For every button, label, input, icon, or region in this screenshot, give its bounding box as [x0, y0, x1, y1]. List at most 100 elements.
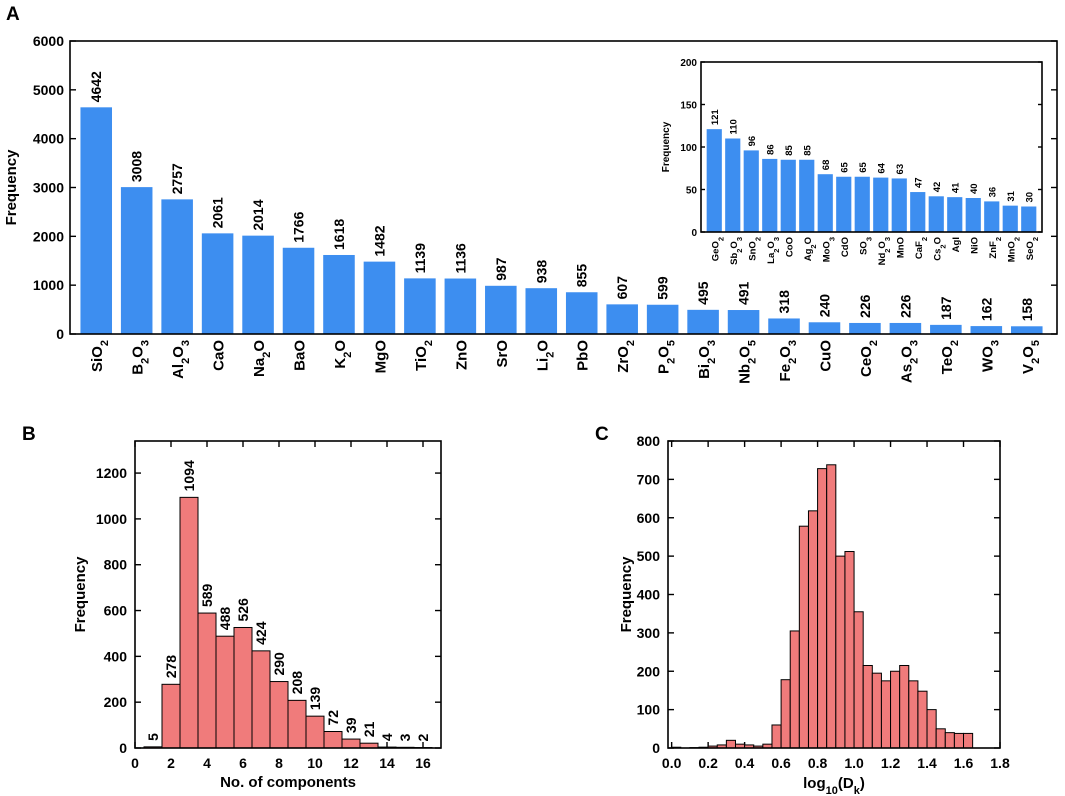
category-label: B2O3 [130, 340, 152, 375]
x-tick-label: 14 [379, 755, 395, 771]
inset-data-label: 63 [895, 164, 906, 175]
bar [282, 247, 315, 334]
bar [363, 261, 396, 334]
category-label: Fe2O3 [777, 340, 799, 381]
data-label: 2061 [210, 197, 226, 228]
inset-category-label: AgI [951, 237, 962, 252]
category-label: CuO [817, 340, 834, 372]
inset-data-label: 65 [858, 161, 869, 172]
x-tick-label: 1.2 [881, 755, 901, 771]
category-label: CeO2 [858, 340, 880, 377]
inset-category-label: Sb2O3 [729, 237, 744, 265]
histogram-bar [880, 680, 892, 749]
chart-b: 0 200 400 600 800 1000 1200 0 2 4 6 8 10 12 14 16 No. of… [72, 440, 442, 791]
chart-a-inset: 0 50 100 150 200 Frequency 121 GeO2 110 Sb2O3 96 Sn… [661, 58, 1043, 265]
inset-bar [873, 177, 889, 232]
bar [215, 635, 235, 749]
inset-category-label: NiO [969, 237, 980, 254]
category-label: BaO [292, 340, 309, 371]
bar [287, 699, 307, 749]
inset-category-label: CaF2 [914, 237, 929, 259]
inset-data-label: 64 [876, 162, 887, 173]
x-tick-label: 10 [307, 755, 323, 771]
panel-label-a: A [6, 4, 20, 25]
x-tick-label: 0.2 [698, 755, 718, 771]
data-label: 21 [361, 721, 377, 737]
y-tick-label: 0 [652, 740, 660, 756]
bar [444, 278, 477, 334]
x-tick-label: 0 [131, 755, 139, 771]
y-tick-label: 800 [637, 433, 661, 449]
category-label: V2O5 [1020, 340, 1042, 374]
category-label: TeO2 [939, 340, 961, 374]
data-label: 187 [938, 296, 954, 320]
x-tick-label: 0.0 [662, 755, 682, 771]
bar [80, 107, 113, 334]
inset-category-label: SnO2 [747, 237, 762, 261]
data-label: 5 [145, 733, 161, 741]
data-label: 1766 [291, 211, 307, 242]
category-label: As2O3 [898, 340, 920, 383]
data-label: 607 [614, 276, 630, 300]
inset-data-label: 86 [765, 144, 776, 155]
bar [889, 322, 922, 334]
inset-bar [743, 150, 759, 232]
x-tick-label: 16 [415, 755, 431, 771]
data-label: 278 [163, 655, 179, 679]
y-tick-label: 6000 [33, 33, 64, 49]
inset-bar [1002, 205, 1018, 232]
y-tick-label: 800 [104, 557, 128, 573]
bar [251, 650, 271, 749]
bar [727, 310, 760, 334]
category-label: MgO [372, 340, 389, 374]
histogram-bar [780, 679, 791, 749]
histogram-bar [963, 732, 974, 749]
data-label: 39 [343, 717, 359, 733]
bar [646, 304, 679, 334]
x-axis-title: No. of components [220, 774, 356, 791]
y-tick-label: 300 [637, 625, 661, 641]
inset-bar [854, 176, 870, 232]
data-label: 1482 [371, 225, 387, 256]
histogram-bar [771, 724, 782, 749]
inset-bar [965, 198, 981, 232]
inset-category-label: La2O3 [766, 237, 781, 264]
histogram-bar [871, 672, 882, 749]
data-label: 938 [533, 260, 549, 284]
histogram-bar [826, 464, 837, 749]
bar [305, 715, 325, 749]
data-label: 4642 [88, 71, 104, 102]
histogram-bar [817, 468, 828, 749]
inset-data-label: 30 [1024, 192, 1035, 203]
data-label: 1618 [331, 219, 347, 250]
histogram-bar [944, 732, 955, 749]
bar [323, 731, 343, 749]
bar [197, 612, 217, 749]
x-tick-label: 0.4 [735, 755, 755, 771]
y-tick-label: 200 [637, 663, 661, 679]
x-tick-label: 12 [343, 755, 359, 771]
histogram-bar [853, 611, 864, 749]
data-label: 3008 [129, 151, 145, 182]
inset-bar [891, 178, 907, 232]
inset-bar [780, 159, 796, 232]
y-tick-label: 3000 [33, 180, 64, 196]
inset-data-label: 85 [802, 144, 813, 155]
data-label: 226 [857, 294, 873, 318]
category-label: TiO2 [413, 340, 435, 371]
bar [341, 738, 361, 749]
y-tick-label: 200 [104, 694, 128, 710]
y-tick-label: 1200 [96, 465, 127, 481]
y-tick-label: 400 [104, 648, 128, 664]
data-label: 72 [325, 710, 341, 726]
data-label: 3 [397, 733, 413, 741]
inset-category-label: Ag2O [803, 237, 818, 261]
histogram-bar [935, 728, 946, 749]
bar [606, 304, 638, 334]
y-tick-label: 1000 [33, 277, 64, 293]
data-label: 1136 [452, 243, 468, 274]
bar [404, 278, 436, 334]
y-axis-title: Frequency [3, 149, 20, 226]
histogram-bar [844, 551, 855, 749]
